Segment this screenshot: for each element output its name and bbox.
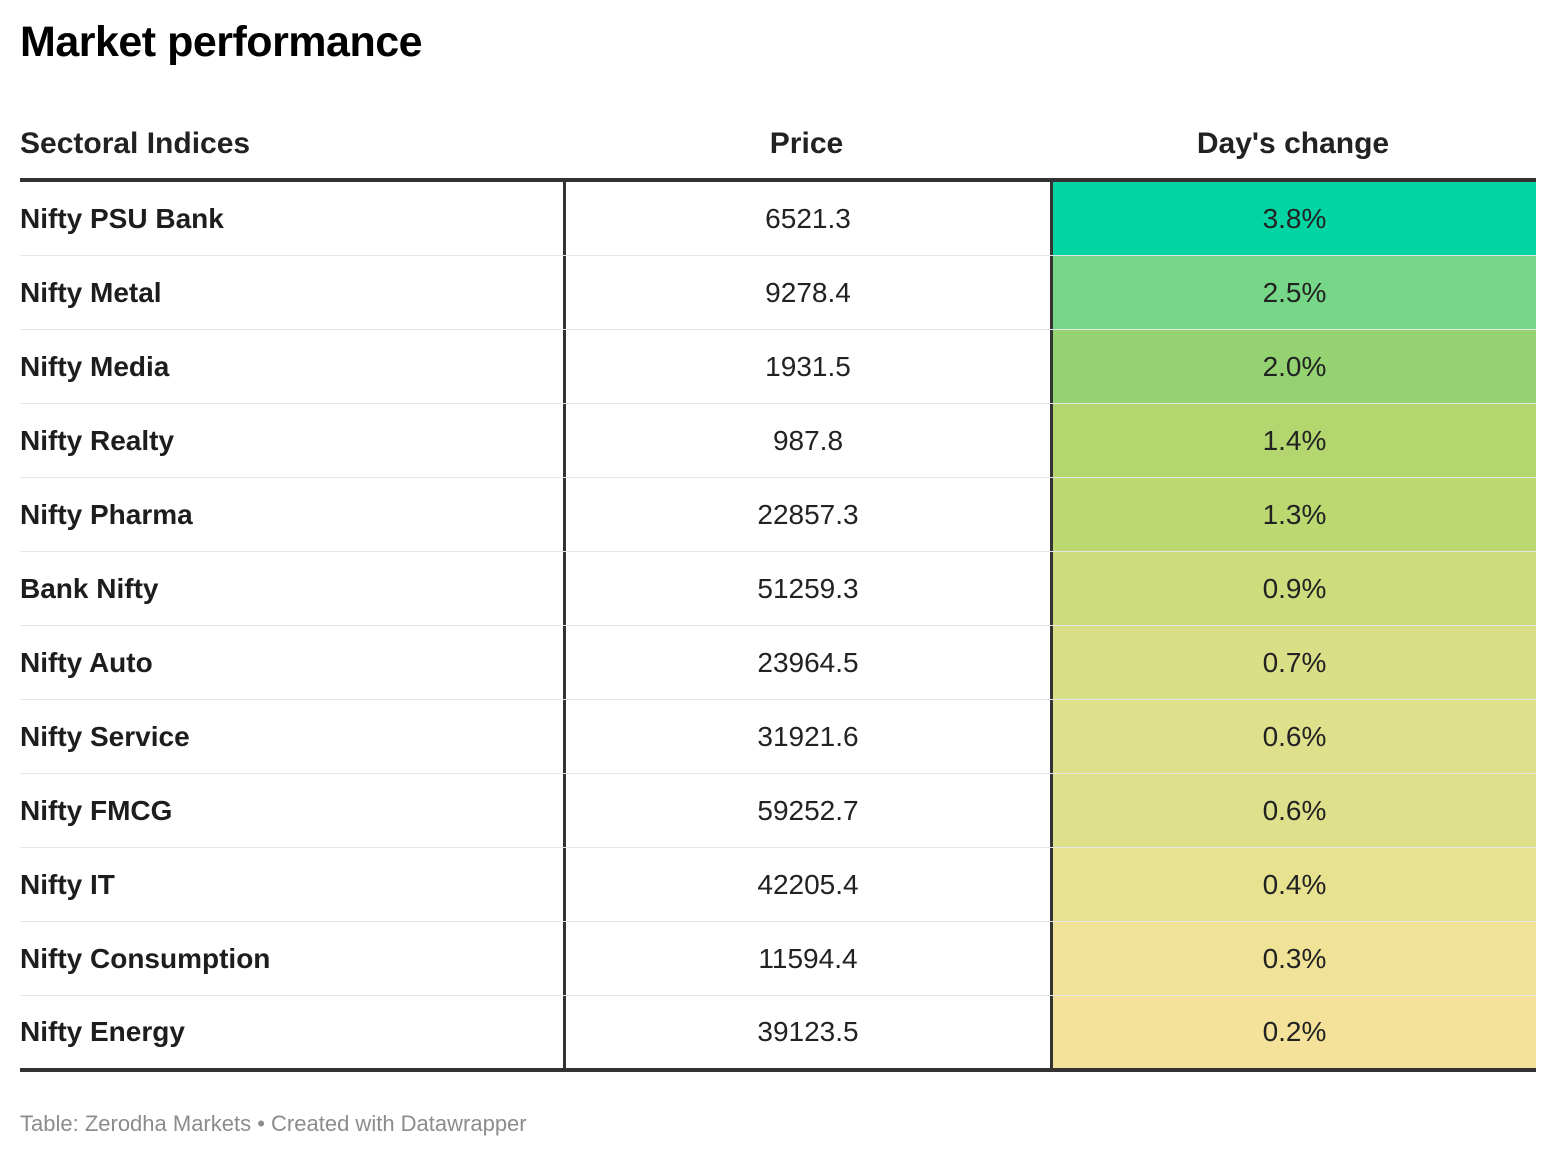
table-row: Nifty Pharma 22857.3 1.3% bbox=[20, 478, 1536, 552]
price-cell: 11594.4 bbox=[563, 922, 1050, 995]
price-cell: 39123.5 bbox=[563, 996, 1050, 1068]
table-row: Nifty Auto 23964.5 0.7% bbox=[20, 626, 1536, 700]
index-name-cell: Nifty Realty bbox=[20, 424, 175, 456]
price-cell: 9278.4 bbox=[563, 256, 1050, 329]
index-name-cell: Nifty Service bbox=[20, 720, 190, 752]
table-row: Nifty Service 31921.6 0.6% bbox=[20, 700, 1536, 774]
header-sectoral-indices: Sectoral Indices bbox=[20, 127, 251, 160]
day-change-cell: 0.7% bbox=[1050, 626, 1536, 699]
table-row: Nifty Media 1931.5 2.0% bbox=[20, 330, 1536, 404]
index-name-cell: Nifty Media bbox=[20, 350, 170, 382]
index-name-cell: Nifty FMCG bbox=[20, 794, 173, 826]
table-row: Nifty Metal 9278.4 2.5% bbox=[20, 256, 1536, 330]
header-days-change: Day's change bbox=[1196, 127, 1390, 160]
footer-separator: • bbox=[251, 1111, 272, 1136]
price-cell: 59252.7 bbox=[563, 774, 1050, 847]
table-row: Bank Nifty 51259.3 0.9% bbox=[20, 552, 1536, 626]
table-row: Nifty Consumption 11594.4 0.3% bbox=[20, 922, 1536, 996]
table-body: Nifty PSU Bank 6521.3 3.8% Nifty Metal 9278.… bbox=[20, 182, 1536, 1072]
footer-source: Table: Zerodha Markets bbox=[20, 1111, 252, 1136]
table-row: Nifty IT 42205.4 0.4% bbox=[20, 848, 1536, 922]
index-name-cell: Nifty IT bbox=[20, 868, 115, 900]
day-change-cell: 0.3% bbox=[1050, 922, 1536, 995]
day-change-cell: 0.6% bbox=[1050, 700, 1536, 773]
table-row: Nifty PSU Bank 6521.3 3.8% bbox=[20, 182, 1536, 256]
table-row: Nifty Realty 987.8 1.4% bbox=[20, 404, 1536, 478]
day-change-cell: 1.4% bbox=[1050, 404, 1536, 477]
day-change-cell: 0.2% bbox=[1050, 996, 1536, 1068]
day-change-cell: 0.6% bbox=[1050, 774, 1536, 847]
index-name-cell: Bank Nifty bbox=[20, 572, 159, 604]
table-row: Nifty FMCG 59252.7 0.6% bbox=[20, 774, 1536, 848]
price-cell: 987.8 bbox=[563, 404, 1050, 477]
header-price: Price bbox=[769, 127, 844, 160]
footer: Table: Zerodha Markets • Created with Da… bbox=[20, 1111, 527, 1137]
price-cell: 42205.4 bbox=[563, 848, 1050, 921]
day-change-cell: 0.9% bbox=[1050, 552, 1536, 625]
price-cell: 1931.5 bbox=[563, 330, 1050, 403]
table-row: Nifty Energy 39123.5 0.2% bbox=[20, 996, 1536, 1072]
index-name-cell: Nifty Energy bbox=[20, 1016, 185, 1047]
price-cell: 23964.5 bbox=[563, 626, 1050, 699]
day-change-cell: 1.3% bbox=[1050, 478, 1536, 551]
day-change-cell: 2.5% bbox=[1050, 256, 1536, 329]
day-change-cell: 3.8% bbox=[1050, 182, 1536, 255]
index-name-cell: Nifty PSU Bank bbox=[20, 202, 224, 234]
index-name-cell: Nifty Consumption bbox=[20, 942, 271, 974]
price-cell: 22857.3 bbox=[563, 478, 1050, 551]
index-name-cell: Nifty Pharma bbox=[20, 498, 193, 530]
index-name-cell: Nifty Metal bbox=[20, 276, 162, 308]
footer-credit: Created with Datawrapper bbox=[271, 1111, 527, 1136]
price-cell: 51259.3 bbox=[563, 552, 1050, 625]
day-change-cell: 2.0% bbox=[1050, 330, 1536, 403]
market-table: Sectoral Indices Price Day's change Nift… bbox=[20, 110, 1536, 1072]
price-cell: 6521.3 bbox=[563, 182, 1050, 255]
day-change-cell: 0.4% bbox=[1050, 848, 1536, 921]
price-cell: 31921.6 bbox=[563, 700, 1050, 773]
index-name-cell: Nifty Auto bbox=[20, 646, 153, 678]
chart-title: Market performance bbox=[20, 18, 423, 66]
table-header-row: Sectoral Indices Price Day's change bbox=[20, 110, 1536, 182]
